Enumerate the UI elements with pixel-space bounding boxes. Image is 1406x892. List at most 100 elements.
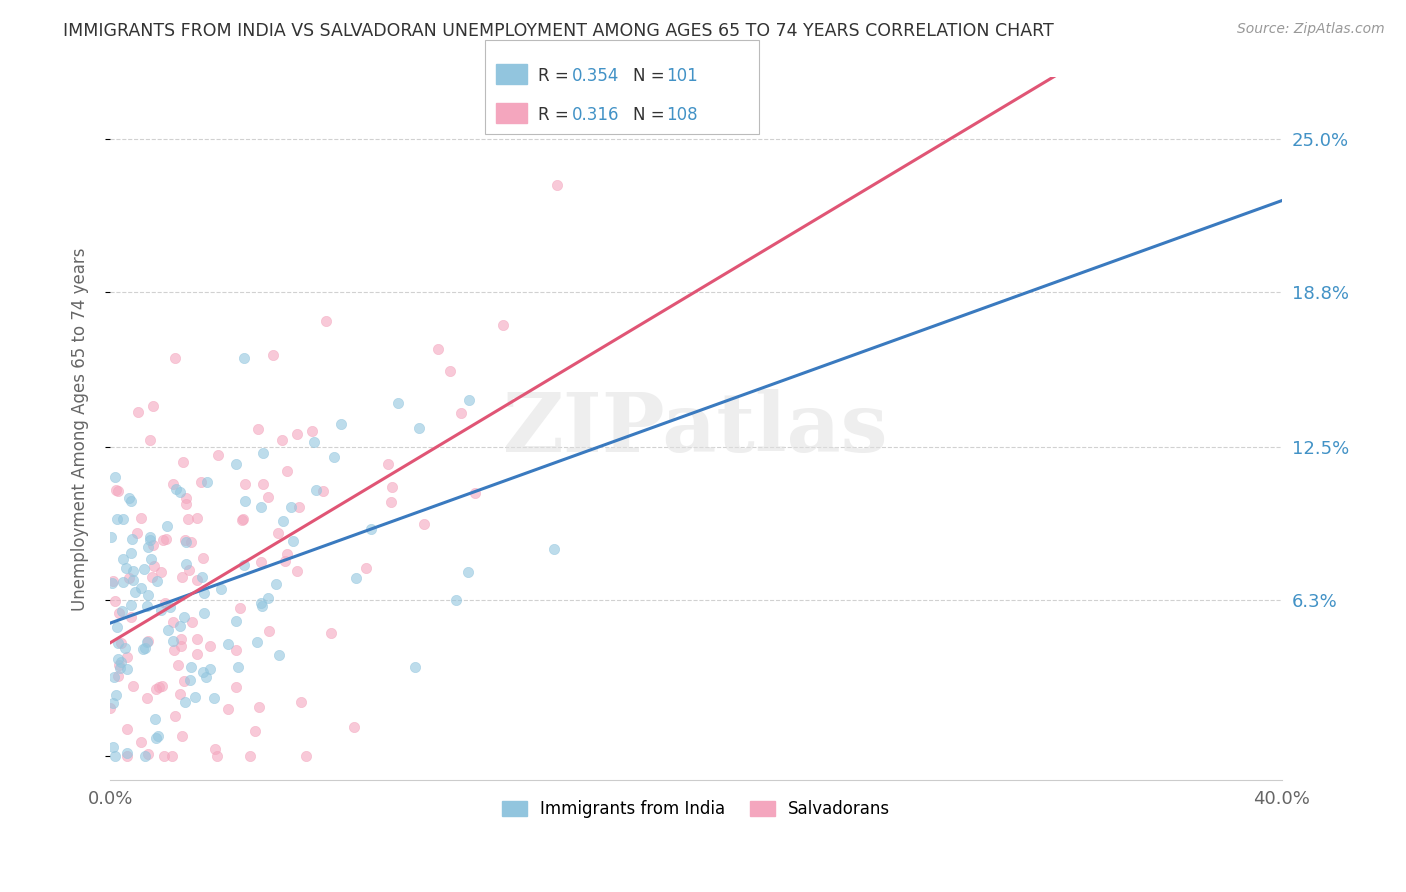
Point [170,639,193,653]
Point [225,680,247,694]
Point [165,351,187,365]
Point [122,574,145,588]
Point [457,565,479,579]
Point [249,556,271,570]
Point [148,729,170,743]
Point [105,620,128,634]
Point [377,457,399,471]
Point [343,720,366,734]
Point [108,658,131,673]
Point [105,483,128,498]
Point [250,599,273,613]
Point [270,433,292,447]
Point [149,602,172,616]
Point [107,669,129,683]
Point [104,593,127,607]
Point [180,534,202,549]
Point [120,493,142,508]
Y-axis label: Unemployment Among Ages 65 to 74 years: Unemployment Among Ages 65 to 74 years [72,247,89,611]
Point [143,559,166,574]
Point [107,483,129,498]
Point [198,662,221,676]
Point [186,573,208,587]
Point [193,665,215,680]
Point [179,563,201,577]
Point [207,448,229,462]
Point [156,518,179,533]
Point [256,591,278,605]
Point [321,625,343,640]
Point [107,636,129,650]
Point [233,351,256,366]
Point [330,417,353,432]
Text: N =: N = [633,67,669,85]
Point [250,500,273,515]
Point [412,517,434,532]
Point [380,495,402,509]
Point [190,475,212,490]
Point [312,483,335,498]
Point [112,574,135,589]
Point [141,570,163,584]
Point [174,497,197,511]
Point [174,491,197,505]
Point [118,491,141,506]
Point [169,687,191,701]
Point [129,581,152,595]
Point [101,574,124,588]
Point [166,657,188,672]
Point [114,641,136,656]
Point [139,533,162,547]
Point [110,656,132,670]
Point [118,570,141,584]
Point [117,746,139,760]
Point [142,538,165,552]
Point [543,541,565,556]
Point [276,464,298,478]
Point [153,596,176,610]
Point [302,435,325,450]
Point [231,513,253,527]
Point [301,424,323,438]
Point [381,480,404,494]
Point [179,673,201,687]
Point [157,623,180,637]
Point [427,342,450,356]
Point [105,512,128,526]
Point [233,494,256,508]
Point [165,709,187,723]
Text: IMMIGRANTS FROM INDIA VS SALVADORAN UNEMPLOYMENT AMONG AGES 65 TO 74 YEARS CORRE: IMMIGRANTS FROM INDIA VS SALVADORAN UNEM… [63,22,1054,40]
Text: ZIPatlas: ZIPatlas [503,389,889,469]
Point [131,641,153,656]
Point [183,690,205,705]
Point [174,533,197,547]
Point [322,450,344,464]
Point [125,526,148,541]
Legend: Immigrants from India, Salvadorans: Immigrants from India, Salvadorans [495,793,897,825]
Text: 0.316: 0.316 [572,106,620,124]
Point [225,614,247,628]
Point [217,637,239,651]
Point [131,511,153,525]
Point [155,532,177,546]
Point [169,619,191,633]
Point [276,547,298,561]
Point [290,695,312,709]
Point [225,643,247,657]
Point [444,593,467,607]
Point [145,731,167,746]
Point [100,529,122,543]
Point [288,500,311,515]
Point [143,712,166,726]
Point [165,482,187,496]
Point [121,533,143,547]
Point [111,512,134,526]
Point [173,609,195,624]
Point [173,674,195,689]
Point [211,582,233,597]
Point [344,571,367,585]
Point [226,659,249,673]
Point [117,722,139,736]
Point [117,662,139,676]
Point [120,546,142,560]
